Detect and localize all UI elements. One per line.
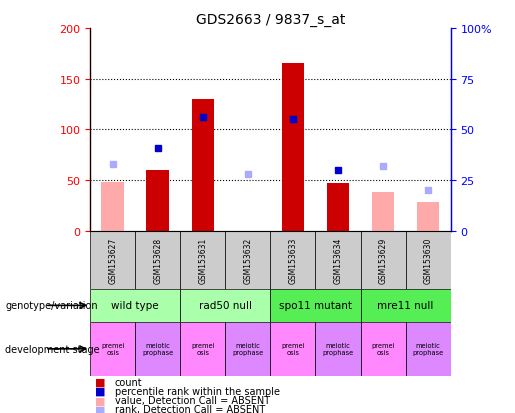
Bar (315, 322, 360, 376)
Bar (282, 64, 304, 231)
Bar (226, 322, 270, 376)
Text: GSM153627: GSM153627 (108, 237, 117, 283)
Bar (270, 322, 315, 376)
Bar (135, 322, 180, 376)
Text: GSM153633: GSM153633 (288, 237, 297, 283)
Text: count: count (115, 377, 143, 387)
Text: meiotic
prophase: meiotic prophase (142, 342, 174, 356)
Text: spo11 mutant: spo11 mutant (279, 301, 352, 311)
Bar (406, 231, 451, 289)
Text: wild type: wild type (111, 301, 159, 311)
Text: GSM153628: GSM153628 (153, 237, 162, 283)
Bar (360, 231, 406, 289)
Text: genotype/variation: genotype/variation (5, 301, 98, 311)
Text: premei
osis: premei osis (101, 342, 125, 356)
Text: premei
osis: premei osis (191, 342, 215, 356)
Bar (101, 183, 124, 231)
Bar (90, 322, 135, 376)
Text: GSM153629: GSM153629 (379, 237, 387, 283)
Text: ■: ■ (95, 395, 106, 405)
Text: ■: ■ (95, 377, 106, 387)
Bar (180, 231, 226, 289)
Bar (90, 289, 180, 322)
Title: GDS2663 / 9837_s_at: GDS2663 / 9837_s_at (196, 12, 345, 26)
Bar (372, 193, 394, 231)
Text: GSM153634: GSM153634 (334, 237, 342, 283)
Bar (146, 171, 169, 231)
Bar (360, 289, 451, 322)
Text: premei
osis: premei osis (371, 342, 395, 356)
Text: ■: ■ (95, 386, 106, 396)
Bar (360, 322, 406, 376)
Text: meiotic
prophase: meiotic prophase (232, 342, 264, 356)
Text: percentile rank within the sample: percentile rank within the sample (115, 386, 280, 396)
Bar (135, 231, 180, 289)
Bar (192, 100, 214, 231)
Text: development stage: development stage (5, 344, 100, 354)
Text: premei
osis: premei osis (281, 342, 305, 356)
Bar (180, 289, 270, 322)
Text: rank, Detection Call = ABSENT: rank, Detection Call = ABSENT (115, 404, 265, 413)
Text: rad50 null: rad50 null (199, 301, 252, 311)
Bar (226, 231, 270, 289)
Text: meiotic
prophase: meiotic prophase (322, 342, 354, 356)
Bar (270, 231, 315, 289)
Text: meiotic
prophase: meiotic prophase (413, 342, 444, 356)
Bar (327, 184, 349, 231)
Bar (315, 231, 360, 289)
Bar (180, 322, 226, 376)
Bar (406, 322, 451, 376)
Text: GSM153631: GSM153631 (198, 237, 207, 283)
Text: GSM153630: GSM153630 (424, 237, 433, 283)
Text: mre11 null: mre11 null (377, 301, 434, 311)
Bar (270, 289, 360, 322)
Bar (90, 231, 135, 289)
Text: value, Detection Call = ABSENT: value, Detection Call = ABSENT (115, 395, 270, 405)
Text: ■: ■ (95, 404, 106, 413)
Text: GSM153632: GSM153632 (244, 237, 252, 283)
Bar (417, 203, 439, 231)
